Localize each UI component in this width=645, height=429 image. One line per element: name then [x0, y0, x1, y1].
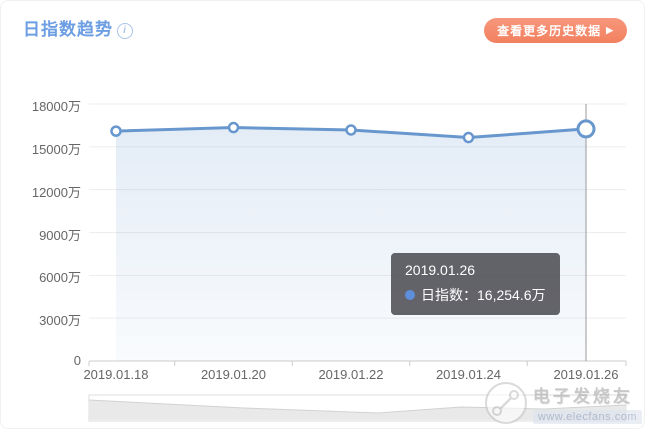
y-axis-tick-label: 15000万: [31, 141, 81, 157]
tooltip-date: 2019.01.26: [405, 262, 476, 278]
x-axis-tick-label: 2019.01.20: [200, 367, 267, 382]
x-axis-tick-label: 2019.01.26: [553, 367, 619, 382]
y-axis-tick-label: 12000万: [31, 184, 81, 200]
data-point-marker[interactable]: [462, 131, 475, 144]
watermark-brand: 电子发烧友: [532, 386, 633, 406]
data-point-marker[interactable]: [576, 119, 596, 139]
chart-tooltip: 2019.01.26 日指数： 16,254.6万: [391, 253, 560, 315]
x-axis-tick-label: 2019.01.24: [435, 367, 502, 382]
y-axis-tick-label: 6000万: [39, 270, 81, 286]
y-axis-tick-label: 9000万: [39, 227, 81, 243]
tooltip-value: 16,254.6万: [477, 287, 546, 303]
play-arrow-icon: ▶: [606, 25, 614, 35]
navigator-profile-outline: [88, 399, 627, 414]
page-title: 日指数趋势 i: [23, 15, 133, 40]
data-point-marker[interactable]: [345, 124, 357, 136]
area-fill: [116, 127, 586, 361]
tooltip-value-row: 日指数： 16,254.6万: [405, 285, 546, 305]
data-point-markers: [110, 119, 596, 144]
x-axis-tick-label: 2019.01.18: [83, 367, 149, 382]
watermark-url: www.elecfans.com: [532, 409, 642, 424]
tooltip-series-label: 日指数: [421, 287, 463, 303]
view-more-history-label: 查看更多历史数据: [497, 24, 602, 38]
watermark-text: 电子发烧友 www.elecfans.com: [532, 382, 642, 425]
data-point-marker[interactable]: [227, 121, 240, 134]
x-axis-ticks: [88, 361, 627, 366]
page-title-text: 日指数趋势: [23, 20, 113, 39]
x-axis-tick-label: 2019.01.22: [318, 367, 384, 382]
tooltip-separator: ：: [463, 287, 477, 303]
series-dot-icon: [405, 290, 415, 300]
view-more-history-button[interactable]: 查看更多历史数据 ▶: [484, 18, 627, 43]
y-axis-tick-label: 18000万: [31, 99, 81, 114]
data-point-marker[interactable]: [110, 125, 122, 137]
info-icon[interactable]: i: [117, 23, 133, 39]
y-axis-tick-label: 0: [73, 353, 81, 368]
watermark: 电子发烧友 www.elecfans.com: [483, 380, 642, 426]
y-axis-tick-label: 3000万: [39, 313, 81, 329]
elecfans-logo-icon: [484, 382, 527, 424]
